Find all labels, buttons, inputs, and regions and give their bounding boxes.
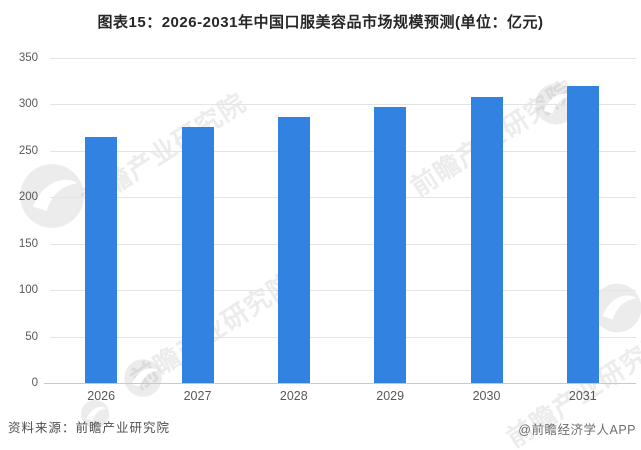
gridline: [50, 58, 636, 59]
x-tick-label: 2026: [87, 389, 116, 403]
bar-2028: [277, 117, 310, 383]
bar-2029: [374, 107, 407, 383]
y-tick-label: 350: [18, 52, 38, 64]
gridline: [50, 243, 636, 245]
bar-2030: [470, 97, 503, 383]
x-tick-label: 2029: [376, 389, 405, 403]
y-tick-label: 300: [18, 98, 38, 111]
bar-2027: [181, 126, 214, 383]
gridline: [50, 336, 636, 338]
y-tick-label: 200: [18, 191, 38, 204]
chart-title: 图表15：2026-2031年中国口服美容品市场规模预测(单位：亿元): [97, 14, 544, 31]
y-tick-label: 250: [18, 144, 38, 157]
y-tick-label: 100: [18, 284, 38, 297]
x-axis-line: [44, 383, 636, 384]
y-tick-label: 0: [31, 377, 38, 389]
credit-note: @前瞻经济学人APP: [518, 423, 636, 437]
bar-2026: [85, 136, 118, 383]
gridline: [50, 104, 636, 106]
x-tick-label: 2028: [279, 389, 308, 403]
gridline: [50, 197, 636, 199]
source-note: 资料来源：前瞻产业研究院: [8, 421, 171, 435]
x-tick-label: 2031: [568, 389, 597, 403]
y-tick-label: 50: [25, 330, 38, 343]
bar-2031: [566, 85, 599, 383]
x-tick-label: 2027: [183, 389, 212, 403]
x-tick-label: 2030: [472, 389, 501, 403]
gridline: [50, 290, 636, 292]
gridline: [50, 150, 636, 152]
y-tick-label: 150: [18, 237, 38, 250]
